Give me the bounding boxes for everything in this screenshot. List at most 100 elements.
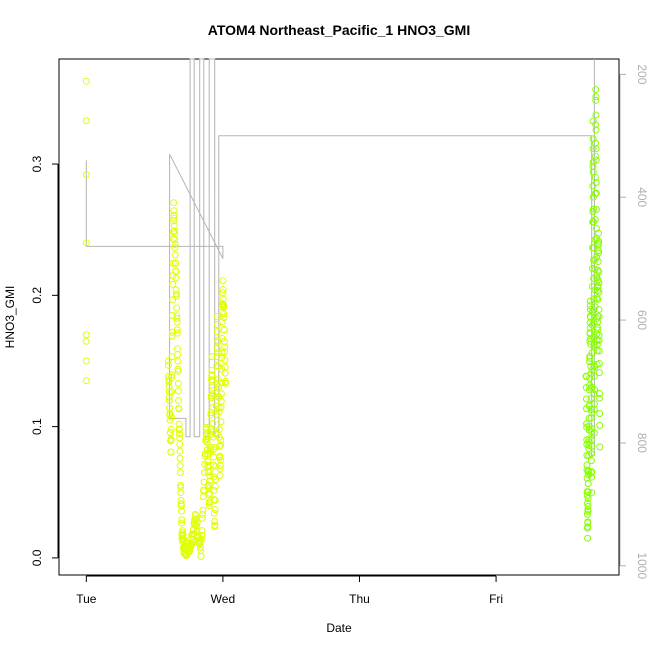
- data-point: [596, 394, 604, 402]
- data-point: [221, 369, 229, 377]
- data-point: [595, 229, 603, 237]
- data-point: [174, 345, 182, 353]
- data-point: [173, 314, 181, 322]
- data-point: [218, 379, 226, 387]
- data-point: [175, 430, 183, 438]
- data-point: [166, 404, 174, 412]
- data-point: [208, 371, 216, 379]
- x-axis-label: Date: [326, 621, 352, 635]
- data-point: [216, 471, 224, 479]
- data-point: [220, 302, 228, 310]
- data-point: [592, 96, 600, 104]
- data-point: [199, 510, 207, 518]
- data-point: [595, 288, 603, 296]
- data-point: [178, 516, 186, 524]
- data-point: [590, 390, 598, 398]
- x-tick-label: Wed: [211, 592, 235, 606]
- data-point: [219, 286, 227, 294]
- y-right-tick-label: 800: [635, 433, 649, 453]
- data-point: [585, 401, 593, 409]
- data-point: [594, 247, 602, 255]
- data-point: [595, 249, 603, 257]
- data-point: [198, 514, 206, 522]
- data-point: [175, 405, 183, 413]
- data-point: [82, 77, 90, 85]
- data-point: [166, 409, 174, 417]
- data-point: [592, 205, 600, 213]
- data-point: [82, 117, 90, 125]
- data-point: [203, 425, 211, 433]
- data-point: [220, 313, 228, 321]
- data-point: [588, 489, 596, 497]
- data-point: [173, 329, 181, 337]
- y-tick-label: 0.0: [30, 549, 44, 566]
- data-point: [215, 426, 223, 434]
- data-point: [213, 361, 221, 369]
- data-point: [186, 544, 194, 552]
- data-point: [202, 437, 210, 445]
- data-point: [210, 461, 218, 469]
- data-point: [170, 211, 178, 219]
- data-point: [213, 313, 221, 321]
- data-point: [168, 388, 176, 396]
- data-points: [82, 77, 604, 560]
- data-point: [584, 519, 592, 527]
- y-right-tick-label: 200: [635, 64, 649, 84]
- data-point: [198, 527, 206, 535]
- data-point: [595, 336, 603, 344]
- data-point: [586, 374, 594, 382]
- y-axis-label: HNO3_GMI: [3, 286, 17, 349]
- data-point: [208, 378, 216, 386]
- data-point: [82, 331, 90, 339]
- data-point: [592, 139, 600, 147]
- data-point: [592, 189, 600, 197]
- data-point: [589, 145, 597, 153]
- y-tick-label: 0.1: [30, 418, 44, 435]
- data-point: [204, 458, 212, 466]
- data-point: [590, 400, 598, 408]
- data-point: [593, 323, 601, 331]
- data-point: [592, 179, 600, 187]
- data-point: [171, 244, 179, 252]
- data-point: [591, 216, 599, 224]
- data-point: [595, 331, 603, 339]
- data-point: [174, 387, 182, 395]
- pressure-line: [85, 58, 595, 456]
- data-point: [175, 425, 183, 433]
- data-point: [82, 171, 90, 179]
- data-point: [595, 305, 603, 313]
- y-tick-label: 0.3: [30, 155, 44, 172]
- data-point: [209, 453, 217, 461]
- data-point: [170, 199, 178, 207]
- data-point: [213, 328, 221, 336]
- y-right-tick-label: 600: [635, 310, 649, 330]
- y-axis: 0.0 0.1 0.2 0.3: [30, 155, 59, 566]
- data-point: [175, 397, 183, 405]
- data-point: [200, 486, 208, 494]
- data-point: [590, 429, 598, 437]
- data-point: [584, 488, 592, 496]
- data-point: [595, 279, 603, 287]
- data-point: [585, 468, 593, 476]
- data-point: [589, 163, 597, 171]
- data-point: [217, 390, 225, 398]
- data-point: [583, 474, 591, 482]
- data-point: [218, 365, 226, 373]
- data-point: [590, 405, 598, 413]
- data-point: [174, 365, 182, 373]
- data-point: [214, 349, 222, 357]
- data-point: [593, 341, 601, 349]
- data-point: [220, 310, 228, 318]
- data-point: [592, 111, 600, 119]
- data-point: [594, 258, 602, 266]
- data-point: [595, 389, 603, 397]
- data-point: [174, 357, 182, 365]
- data-point: [179, 530, 187, 538]
- data-point: [595, 313, 603, 321]
- data-point: [596, 443, 604, 451]
- data-point: [167, 448, 175, 456]
- data-point: [586, 352, 594, 360]
- data-point: [174, 380, 182, 388]
- data-point: [209, 419, 217, 427]
